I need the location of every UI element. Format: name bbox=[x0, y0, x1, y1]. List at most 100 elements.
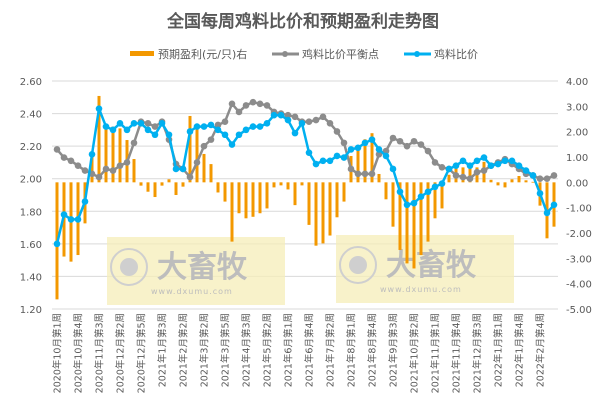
right-tick-label: 2.00 bbox=[566, 128, 588, 139]
point-balance bbox=[53, 146, 61, 153]
point-balance bbox=[109, 167, 117, 174]
watermark-logo-icon bbox=[339, 246, 377, 284]
watermarks: 大畜牧 www.dxumu.com 大畜牧 www.dxumu.com bbox=[107, 235, 514, 305]
bar-profit bbox=[356, 150, 360, 183]
point-ratio bbox=[522, 167, 530, 174]
bar-profit bbox=[160, 182, 164, 186]
x-tick-label: 2021年9月第3周 bbox=[388, 313, 400, 387]
point-ratio bbox=[158, 120, 166, 127]
point-ratio bbox=[242, 126, 250, 134]
bar-profit bbox=[321, 182, 325, 244]
x-tick-label: 2020年10月第1周 bbox=[52, 313, 64, 393]
point-ratio bbox=[95, 105, 103, 112]
point-balance bbox=[67, 157, 75, 165]
point-ratio bbox=[102, 123, 110, 130]
point-balance bbox=[480, 167, 488, 174]
x-tick-label: 2021年11月第4周 bbox=[451, 313, 463, 393]
x-tick-label: 2021年6月第1周 bbox=[283, 313, 295, 387]
bar-profit bbox=[426, 182, 430, 242]
point-ratio bbox=[207, 121, 215, 129]
point-ratio bbox=[333, 152, 341, 160]
bar-profit bbox=[412, 182, 416, 269]
point-ratio bbox=[368, 136, 376, 143]
point-ratio bbox=[179, 165, 187, 173]
bar-profit bbox=[167, 179, 171, 183]
point-ratio bbox=[67, 216, 75, 223]
point-ratio bbox=[319, 157, 327, 165]
bar-profit bbox=[265, 182, 269, 209]
point-ratio bbox=[228, 141, 236, 148]
x-tick-label: 2021年6月第4周 bbox=[304, 313, 316, 387]
x-tick-label: 2021年11月第1周 bbox=[430, 313, 442, 393]
point-ratio bbox=[221, 131, 229, 139]
point-ratio bbox=[403, 201, 411, 209]
point-ratio bbox=[410, 199, 418, 207]
point-ratio bbox=[249, 123, 257, 130]
point-ratio bbox=[424, 188, 432, 196]
point-balance bbox=[151, 123, 159, 130]
x-tick-label: 2021年12月第3周 bbox=[472, 313, 484, 393]
point-ratio bbox=[109, 126, 117, 134]
point-balance bbox=[228, 100, 236, 108]
bar-profit bbox=[384, 182, 388, 200]
point-ratio bbox=[466, 162, 474, 169]
bar-profit bbox=[195, 126, 199, 183]
point-ratio bbox=[459, 157, 467, 165]
point-balance bbox=[95, 173, 103, 181]
point-balance bbox=[340, 139, 348, 147]
point-ratio bbox=[445, 165, 453, 173]
point-ratio bbox=[382, 152, 390, 160]
bar-profit bbox=[181, 182, 185, 187]
bar-profit bbox=[258, 182, 262, 214]
bar-profit bbox=[496, 182, 500, 186]
left-tick-label: 1.20 bbox=[20, 305, 42, 316]
point-ratio bbox=[438, 180, 446, 187]
point-ratio bbox=[186, 128, 194, 135]
bar-profit bbox=[153, 182, 157, 198]
bar-profit bbox=[293, 182, 297, 206]
x-tick-label: 2021年8月第1周 bbox=[346, 313, 358, 387]
point-ratio bbox=[256, 123, 264, 130]
point-ratio bbox=[494, 160, 502, 168]
bar-profit bbox=[139, 182, 143, 186]
point-ratio bbox=[284, 116, 292, 124]
point-balance bbox=[438, 164, 446, 171]
point-ratio bbox=[529, 172, 537, 179]
x-tick-label: 2022年1月第4周 bbox=[514, 313, 526, 387]
point-balance bbox=[389, 134, 397, 142]
bar-profit bbox=[440, 182, 444, 209]
point-balance bbox=[403, 142, 411, 150]
point-ratio bbox=[291, 129, 299, 137]
right-tick-label: -2.00 bbox=[566, 229, 592, 240]
point-ratio bbox=[130, 120, 138, 127]
bar-profit bbox=[398, 182, 402, 250]
x-axis-ticks: 2020年10月第1周 2020年10月第4周 2020年11月第3周 2020年12… bbox=[52, 313, 547, 393]
x-tick-label: 2022年2月第4周 bbox=[535, 313, 547, 387]
point-balance bbox=[431, 159, 439, 166]
point-balance bbox=[81, 167, 89, 174]
point-ratio bbox=[354, 144, 362, 152]
point-balance bbox=[536, 175, 544, 183]
bar-profit bbox=[97, 95, 101, 183]
point-balance bbox=[284, 111, 292, 119]
point-balance bbox=[326, 120, 334, 127]
left-tick-label: 1.60 bbox=[20, 240, 42, 251]
bar-profit bbox=[279, 182, 283, 186]
left-tick-label: 2.40 bbox=[20, 110, 42, 121]
lines bbox=[53, 98, 558, 248]
left-axis-ticks: 1.20 1.40 1.60 1.80 2.00 2.20 2.40 2.60 bbox=[20, 77, 42, 316]
bar-profit bbox=[531, 181, 535, 183]
bar-profit bbox=[433, 182, 437, 219]
bar-profit bbox=[300, 182, 304, 186]
bar-profit bbox=[90, 157, 94, 183]
point-balance bbox=[144, 120, 152, 127]
x-tick-label: 2020年12月第2周 bbox=[115, 313, 127, 393]
point-balance bbox=[60, 154, 68, 161]
bar-profit bbox=[202, 153, 206, 183]
point-ratio bbox=[543, 209, 551, 217]
point-ratio bbox=[193, 123, 201, 130]
bar-profit bbox=[489, 179, 493, 183]
bar-profit bbox=[272, 182, 276, 188]
left-tick-label: 1.80 bbox=[20, 207, 42, 218]
bar-profit bbox=[286, 182, 290, 190]
